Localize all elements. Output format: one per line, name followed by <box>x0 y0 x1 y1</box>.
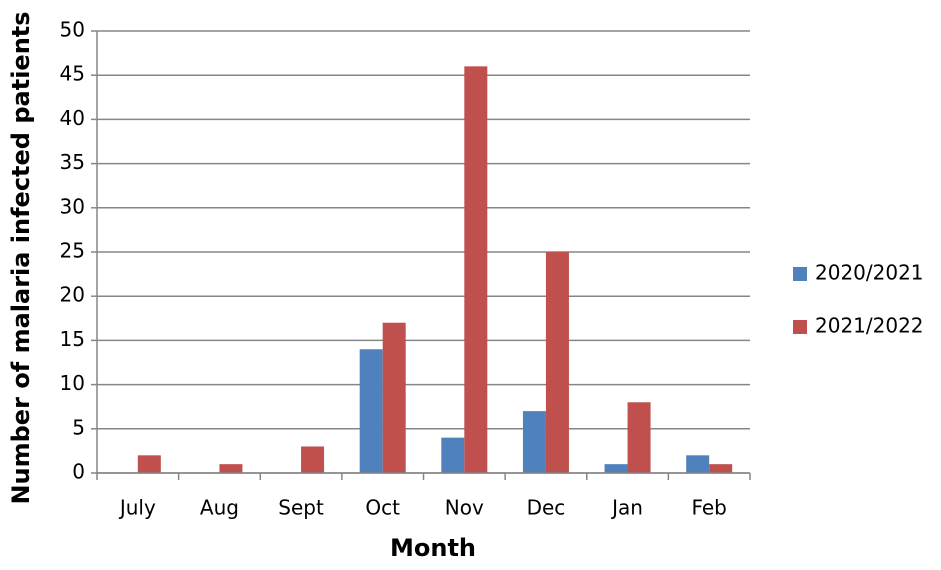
x-tick-label: Jan <box>610 496 643 520</box>
y-tick-label: 5 <box>72 415 85 439</box>
y-tick-label: 30 <box>60 194 85 218</box>
x-tick-label: Feb <box>691 496 726 520</box>
bar <box>545 252 569 473</box>
bar <box>359 349 383 473</box>
bar <box>137 455 161 473</box>
y-tick-label: 10 <box>60 371 85 395</box>
y-tick-label: 35 <box>60 150 85 174</box>
bar <box>301 446 325 473</box>
x-axis-title: Month <box>390 534 476 562</box>
bar <box>627 402 651 473</box>
y-tick-label: 0 <box>72 460 85 484</box>
legend-swatch <box>793 320 807 334</box>
legend-label: 2020/2021 <box>815 261 924 285</box>
legend-label: 2021/2022 <box>815 314 924 338</box>
y-tick-label: 20 <box>60 283 85 307</box>
y-tick-label: 25 <box>60 239 85 263</box>
bar <box>686 455 710 473</box>
x-tick-label: Dec <box>527 496 566 520</box>
bar <box>219 464 243 473</box>
y-axis-title: Number of malaria infected patients <box>7 11 35 504</box>
bar <box>709 464 733 473</box>
x-tick-label: Nov <box>445 496 484 520</box>
y-tick-label: 15 <box>60 327 85 351</box>
bar <box>464 66 488 474</box>
x-tick-label: July <box>118 496 156 520</box>
bar <box>522 411 546 473</box>
bar <box>382 322 406 473</box>
x-tick-label: Oct <box>365 496 400 520</box>
y-tick-label: 50 <box>60 18 85 42</box>
y-tick-label: 45 <box>60 62 85 86</box>
bar <box>604 464 628 473</box>
x-tick-label: Aug <box>200 496 239 520</box>
x-tick-label: Sept <box>278 496 324 520</box>
y-tick-label: 40 <box>60 106 85 130</box>
bar <box>441 437 465 473</box>
legend-swatch <box>793 267 807 281</box>
